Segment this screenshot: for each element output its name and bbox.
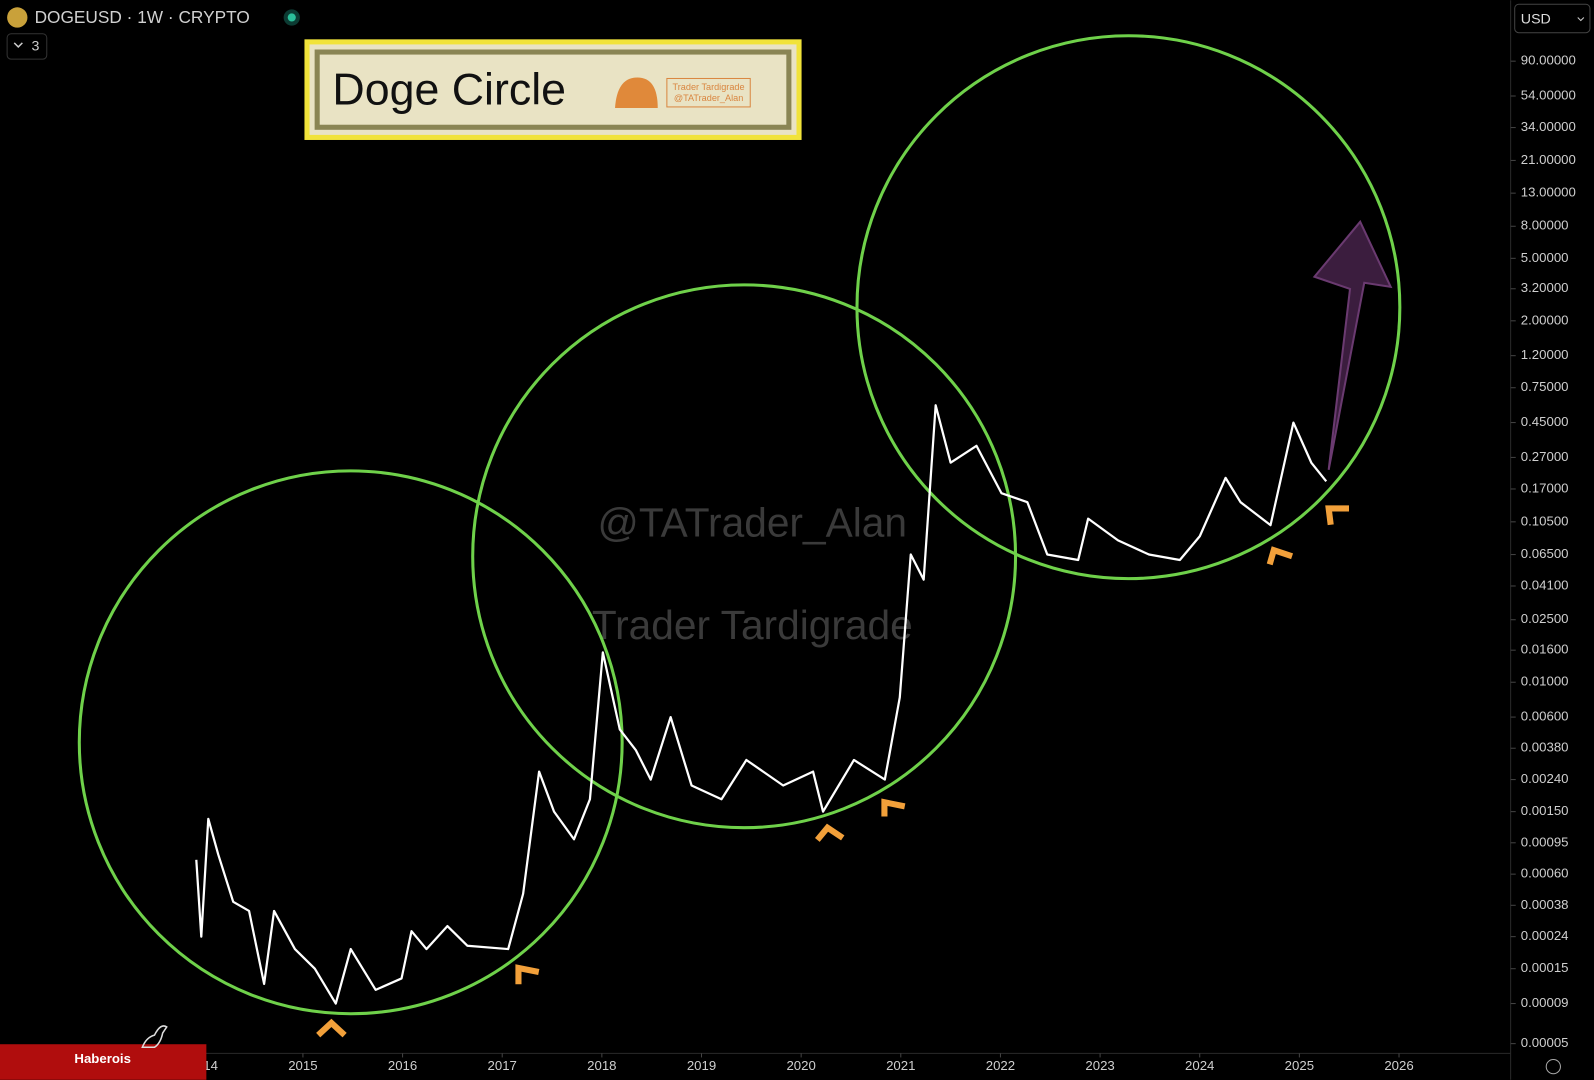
- chevron-icon: [13, 42, 23, 49]
- badge-line: Trader Tardigrade: [673, 82, 745, 92]
- x-tick-label: 2023: [1085, 1058, 1114, 1073]
- footer-bar: [0, 1044, 207, 1080]
- y-tick-label: 0.04100: [1521, 577, 1569, 592]
- x-tick-label: 2018: [587, 1058, 616, 1073]
- chevron: [1266, 546, 1294, 566]
- settings-icon[interactable]: [1545, 1058, 1561, 1075]
- y-tick-label: 0.75000: [1521, 379, 1569, 394]
- watermark: Trader Tardigrade: [592, 602, 913, 648]
- y-tick-label: 0.17000: [1521, 480, 1569, 495]
- currency-select[interactable]: [1514, 3, 1591, 34]
- cycle-circle: [471, 283, 1018, 830]
- y-tick-label: 0.10500: [1521, 513, 1569, 528]
- cycle-circle: [855, 34, 1402, 581]
- title-inner-border: [314, 49, 792, 130]
- y-tick-label: 0.27000: [1521, 449, 1569, 464]
- y-tick-label: 0.06500: [1521, 546, 1569, 561]
- y-tick-label: 0.00095: [1521, 834, 1569, 849]
- y-tick-label: 3.20000: [1521, 280, 1569, 295]
- x-tick-label: 2017: [488, 1058, 517, 1073]
- x-tick-label: 2019: [687, 1058, 716, 1073]
- watermark: @TATrader_Alan: [598, 500, 907, 546]
- y-tick-label: 13.00000: [1521, 185, 1576, 200]
- x-tick-label: 2015: [288, 1058, 317, 1073]
- chevron: [1325, 505, 1350, 526]
- y-tick-label: 0.00380: [1521, 740, 1569, 755]
- y-tick-label: 54.00000: [1521, 87, 1576, 102]
- indicator-count: 3: [32, 39, 40, 55]
- badge-line: @TATrader_Alan: [674, 93, 743, 103]
- chevron: [814, 823, 845, 842]
- x-tick-label: 2025: [1285, 1058, 1314, 1073]
- badge-box: [666, 77, 751, 108]
- y-tick-label: 0.00038: [1521, 897, 1569, 912]
- y-tick-label: 2.00000: [1521, 312, 1569, 327]
- y-tick-label: 0.00009: [1521, 995, 1569, 1010]
- y-tick-label: 0.45000: [1521, 414, 1569, 429]
- y-tick-label: 0.01000: [1521, 674, 1569, 689]
- y-tick-label: 0.00005: [1521, 1035, 1569, 1050]
- target-arrow: [1312, 219, 1393, 471]
- price-line: [195, 404, 1328, 1005]
- footer-label: Haberois: [74, 1051, 131, 1066]
- symbol-icon: [7, 7, 28, 28]
- logo: [615, 77, 658, 108]
- title: Doge Circle: [332, 66, 566, 115]
- symbol: DOGEUSD · 1W · CRYPTO: [35, 7, 250, 27]
- x-tick-label: 2024: [1185, 1058, 1214, 1073]
- y-tick-label: 0.00150: [1521, 803, 1569, 818]
- y-tick-label: 21.00000: [1521, 152, 1576, 167]
- y-tick-label: 90.00000: [1521, 53, 1576, 68]
- currency: USD: [1521, 11, 1551, 27]
- y-tick-label: 0.00240: [1521, 771, 1569, 786]
- cycle-circle: [77, 469, 624, 1016]
- y-tick-label: 0.00015: [1521, 960, 1569, 975]
- title-box: [304, 39, 802, 140]
- y-tick-label: 0.00024: [1521, 928, 1569, 943]
- indicator-toggle[interactable]: [6, 33, 48, 60]
- dino-icon: [141, 1025, 168, 1049]
- y-tick-label: 5.00000: [1521, 250, 1569, 265]
- y-tick-label: 0.00060: [1521, 866, 1569, 881]
- x-tick-label: 2026: [1384, 1058, 1413, 1073]
- chevron: [316, 1018, 347, 1038]
- currency-arrow: [1577, 17, 1585, 22]
- y-tick-label: 0.01600: [1521, 642, 1569, 657]
- y-tick-label: 1.20000: [1521, 347, 1569, 362]
- x-tick-label: 2020: [786, 1058, 815, 1073]
- x-tick-label: 2022: [986, 1058, 1015, 1073]
- x-tick-label: 2016: [388, 1058, 417, 1073]
- chevron: [881, 798, 906, 817]
- status-dot: [287, 13, 296, 22]
- y-tick-label: 0.00600: [1521, 709, 1569, 724]
- y-tick-label: 8.00000: [1521, 218, 1569, 233]
- y-tick-label: 34.00000: [1521, 119, 1576, 134]
- y-tick-label: 0.02500: [1521, 611, 1569, 626]
- chevron: [515, 964, 540, 985]
- x-tick-label: 2021: [886, 1058, 915, 1073]
